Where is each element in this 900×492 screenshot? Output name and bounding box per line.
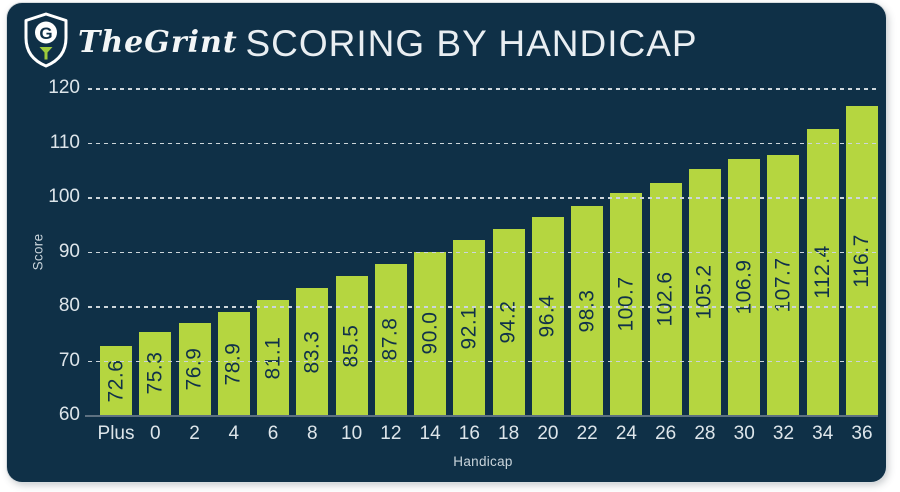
x-tick-12: 12 [380,423,402,444]
x-tick-14: 14 [419,423,441,444]
bar-8: 83.3 [296,288,329,415]
svg-text:G: G [39,24,52,43]
x-tick-6: 6 [267,423,279,444]
bar-30: 106.9 [728,159,761,415]
x-axis-title: Handicap [453,454,513,469]
chart-title: SCORING BY HANDICAP [245,23,698,64]
bar-0: 75.3 [139,331,172,415]
bar-28: 105.2 [688,168,721,415]
bar-value-label: 96.4 [535,294,559,338]
gridline-80 [88,306,878,308]
x-axis-line [85,414,878,417]
bar-value-label: 83.3 [300,330,324,373]
x-tick-36: 36 [851,423,873,444]
bar-value-label: 98.3 [575,289,599,333]
bar-20: 96.4 [531,216,564,415]
gridline-100 [88,197,878,199]
brand-name: TheGrint [78,24,238,60]
y-tick-90: 90 [58,240,80,262]
y-tick-60: 60 [58,404,80,425]
x-tick-10: 10 [341,423,363,444]
bar-16: 92.1 [453,240,486,415]
x-tick-8: 8 [307,423,318,444]
bar-4: 78.9 [217,312,250,415]
bar-34: 112.4 [806,129,839,415]
bar-2: 76.9 [178,322,211,415]
bar-value-label: 90.0 [418,311,442,355]
bar-value-label: 116.7 [850,233,873,288]
x-tick-18: 18 [498,423,520,444]
bar-32: 107.7 [767,155,800,415]
x-tick-28: 28 [694,423,716,444]
bar-value-label: 81.1 [261,336,285,379]
bar-value-label: 75.3 [143,351,167,395]
bar-value-label: 100.7 [614,276,638,332]
gridline-110 [88,142,878,144]
infographic-card: G TheGrint SCORING BY HANDICAP Score 120… [7,3,886,482]
bar-14: 90.0 [414,251,447,415]
y-axis-ticks: 120 110 100 90 80 70 60 [7,77,80,425]
x-tick-30: 30 [733,423,755,444]
bar-value-label: 112.4 [810,245,834,299]
bar-value-label: 92.1 [457,306,481,349]
brand-logo: G TheGrint [23,12,238,68]
bar-6: 81.1 [257,300,290,415]
bar-26: 102.6 [649,182,682,415]
bar-value-label: 72.6 [104,359,127,403]
y-tick-120: 120 [48,77,80,98]
x-tick-34: 34 [812,423,834,444]
x-tick-24: 24 [615,423,637,444]
x-axis-ticks: Plus 0 2 4 6 8 10 12 14 16 18 20 22 24 26 28 30 32 34 36 [88,423,878,447]
x-tick-Plus: Plus [97,423,135,444]
x-tick-20: 20 [537,423,559,444]
x-tick-4: 4 [228,423,240,444]
bar-24: 100.7 [610,193,643,415]
gridline-90 [88,251,878,253]
bar-value-label: 107.7 [771,257,795,313]
x-tick-0: 0 [149,423,161,444]
gridline-70 [88,360,878,362]
shield-golf-tee-icon: G [24,12,68,68]
x-tick-2: 2 [189,423,200,444]
x-tick-26: 26 [655,423,677,444]
bar-value-label: 76.9 [182,347,206,391]
plot-area: 72.6 75.3 76.9 78.9 81.1 83.3 85.5 87.8 90.0 92.1… [85,88,878,417]
x-tick-16: 16 [458,423,480,444]
x-tick-32: 32 [772,423,795,444]
bar-22: 98.3 [571,206,604,415]
bar-value-label: 102.6 [653,271,677,327]
gridline-120 [88,88,878,90]
bar-12: 87.8 [374,263,407,415]
x-tick-22: 22 [576,423,598,444]
y-tick-100: 100 [48,186,80,207]
bar-value-label: 87.8 [378,317,402,361]
y-tick-80: 80 [58,295,80,316]
bar-10: 85.5 [335,276,368,415]
bar-18: 94.2 [492,228,525,415]
y-tick-70: 70 [58,349,80,371]
bar-value-label: 105.2 [692,264,716,320]
y-tick-110: 110 [49,131,80,153]
bar-36: 116.7 [846,106,878,415]
bar-Plus: 72.6 [100,346,132,415]
bar-value-label: 78.9 [221,342,245,385]
